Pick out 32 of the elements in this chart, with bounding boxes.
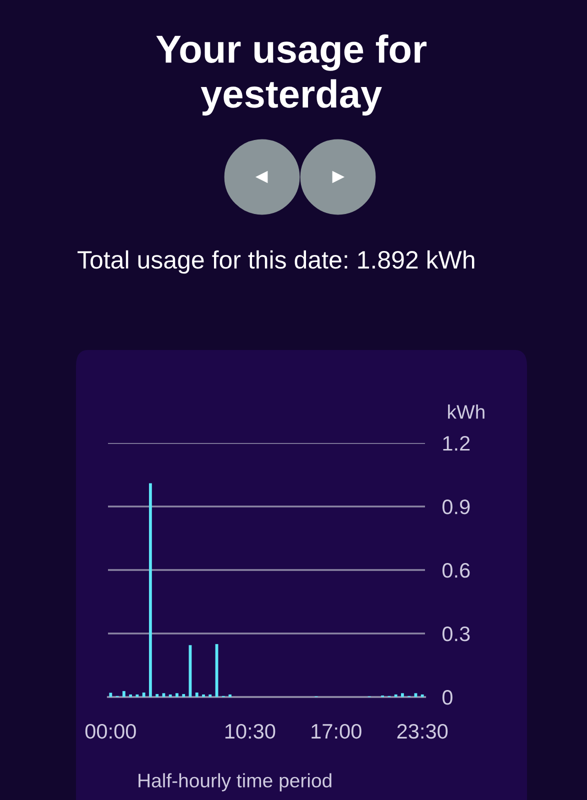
bar [176,693,178,697]
bar [109,692,112,697]
x-tick-label: 23:30 [397,724,448,739]
bar [156,694,159,697]
x-tick-label: 10:30 [225,724,276,739]
y-tick-label: 1.2 [443,436,470,451]
bar [136,694,139,697]
bar [195,692,198,697]
bar [394,694,398,697]
y-tick-label: 0 [442,690,452,705]
y-tick-label: 0.6 [442,563,470,578]
y-tick-label: 0.3 [442,626,470,642]
y-axis-title: kWh [448,404,484,419]
x-tick-label: 17:00 [312,724,362,739]
bar [182,694,186,697]
bar [420,694,424,697]
x-tick-label: 00:00 [85,724,136,739]
bar [208,694,212,697]
bar [122,691,126,697]
bar [400,693,404,697]
bar [228,694,232,697]
bar [162,693,166,697]
bar [129,694,132,697]
bar [148,483,152,697]
bar [168,694,172,697]
bar [142,692,146,697]
x-axis-title: Half-hourly time period [138,773,332,792]
chart-subtitle: Total usage for this date: 1.892 kWh [78,250,474,274]
bar [202,694,205,697]
bar [414,693,418,697]
y-tick-label: 0.9 [442,500,470,514]
chart-title: Your usage for yesterday [156,34,427,116]
